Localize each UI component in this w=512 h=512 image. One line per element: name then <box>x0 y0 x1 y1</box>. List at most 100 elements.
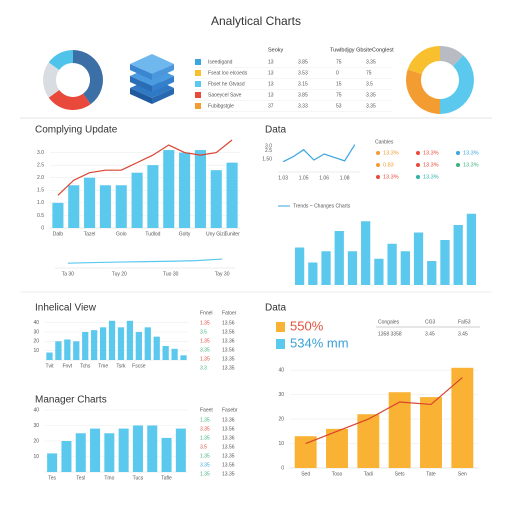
bar <box>427 261 437 285</box>
table-cell: 13 <box>268 70 274 76</box>
line <box>305 377 463 445</box>
table-cell: 3.53 <box>298 70 308 76</box>
bar <box>73 341 80 360</box>
x-tick-label: Tuy 20 <box>112 271 127 277</box>
bar <box>99 327 107 360</box>
bar <box>84 177 96 228</box>
bar <box>194 150 206 228</box>
x-tick-label: Golo <box>116 231 127 237</box>
y-tick-label: 10 <box>33 348 39 354</box>
table-cell: 13.56 <box>222 444 235 450</box>
table-cell: 37 <box>268 103 274 109</box>
bar <box>118 428 129 472</box>
page-title: Analytical Charts <box>211 14 301 28</box>
bar <box>387 243 397 285</box>
table-cell: 3.35 <box>200 462 210 468</box>
table-header: Congales <box>378 319 400 325</box>
table-cell: 13.56 <box>222 347 235 353</box>
x-tick-label: Tvit <box>45 363 54 369</box>
bar <box>179 152 191 228</box>
table-cell: 13.35 <box>222 365 235 371</box>
legend-swatch <box>195 70 201 76</box>
legend-dot <box>376 175 380 179</box>
legend-swatch <box>195 92 201 98</box>
y-tick-label: 20 <box>33 438 39 444</box>
table-cell: Iseedigand <box>208 59 233 65</box>
kpi-value: 550% <box>290 318 324 333</box>
table-cell: 1.35 <box>200 417 210 423</box>
x-tick-label: Tuo 30 <box>163 271 179 277</box>
table-cell: 1358 3358 <box>378 331 402 337</box>
x-tick-label: Toso <box>332 471 343 477</box>
y-tick-label: 3.0 <box>265 144 272 150</box>
table-cell: 13.35 <box>222 356 235 362</box>
bar <box>347 251 358 285</box>
donut-segment <box>48 89 91 110</box>
y-tick-label: 40 <box>33 320 39 326</box>
bar <box>357 414 380 468</box>
legend-dot <box>416 151 420 155</box>
bar <box>374 258 384 285</box>
table-cell: 75 <box>336 92 342 98</box>
bar <box>180 355 187 360</box>
table-cell: 15 <box>336 81 342 87</box>
bar <box>55 341 62 360</box>
table-cell: 13.36 <box>222 417 235 423</box>
bar <box>64 339 71 360</box>
bar <box>326 428 348 468</box>
legend-text: 13.3% <box>423 174 439 180</box>
table-cell: Fseat loo elcoeds <box>208 70 248 76</box>
table-cell: 1.35 <box>200 435 210 441</box>
bar <box>400 251 410 285</box>
donut-segment <box>73 50 103 105</box>
table-header: Fasebr <box>222 407 238 413</box>
chart-title: Complying Update <box>35 125 118 136</box>
table-cell: 1.35 <box>200 338 210 344</box>
donut-segment <box>440 46 464 67</box>
x-tick-label: Ta 30 <box>62 271 74 277</box>
bar <box>46 352 53 360</box>
x-tick-label: Sets <box>395 471 406 477</box>
legend-swatch <box>195 103 201 109</box>
bar <box>132 425 143 472</box>
x-tick-label: 1.05 <box>299 175 309 181</box>
y-tick-label: 0 <box>41 225 44 231</box>
y-tick-label: 10 <box>33 454 39 460</box>
y-tick-label: 1.50 <box>262 156 272 162</box>
bar <box>104 433 115 472</box>
x-tick-label: Tadi <box>364 471 373 477</box>
bar <box>115 185 127 228</box>
table-cell: 75 <box>336 59 342 65</box>
table-cell: 3.35 <box>366 103 376 109</box>
table-cell: 13 <box>268 59 274 65</box>
legend-text: 13.3% <box>423 162 439 168</box>
table-cell: 1.35 <box>200 320 210 326</box>
bar <box>117 327 125 360</box>
y-tick-label: 20 <box>278 416 284 422</box>
table-cell: 3.15 <box>298 81 308 87</box>
legend-text: 13.3% <box>383 150 399 156</box>
y-tick-label: 3.0 <box>37 150 44 156</box>
bar <box>90 428 101 472</box>
table-cell: 1.35 <box>200 471 210 477</box>
stack-icon <box>130 54 174 104</box>
bar <box>440 240 450 285</box>
y-tick-label: 1.5 <box>37 188 44 194</box>
bar <box>163 150 175 228</box>
table-cell: 3.3 <box>200 365 207 371</box>
legend-dot <box>416 163 420 167</box>
bar <box>108 320 116 360</box>
x-tick-label: Tchs <box>80 363 91 369</box>
table-header: Conglest <box>372 47 394 53</box>
legend-dot <box>456 151 460 155</box>
bar <box>294 436 317 468</box>
bar <box>388 392 411 468</box>
bar <box>420 397 442 468</box>
donut-segment <box>43 62 60 98</box>
bar <box>147 425 158 472</box>
legend-text: 13.3% <box>463 162 479 168</box>
line <box>282 144 356 163</box>
bar <box>47 453 58 472</box>
bar <box>308 262 318 285</box>
table-cell: 13 <box>268 92 274 98</box>
